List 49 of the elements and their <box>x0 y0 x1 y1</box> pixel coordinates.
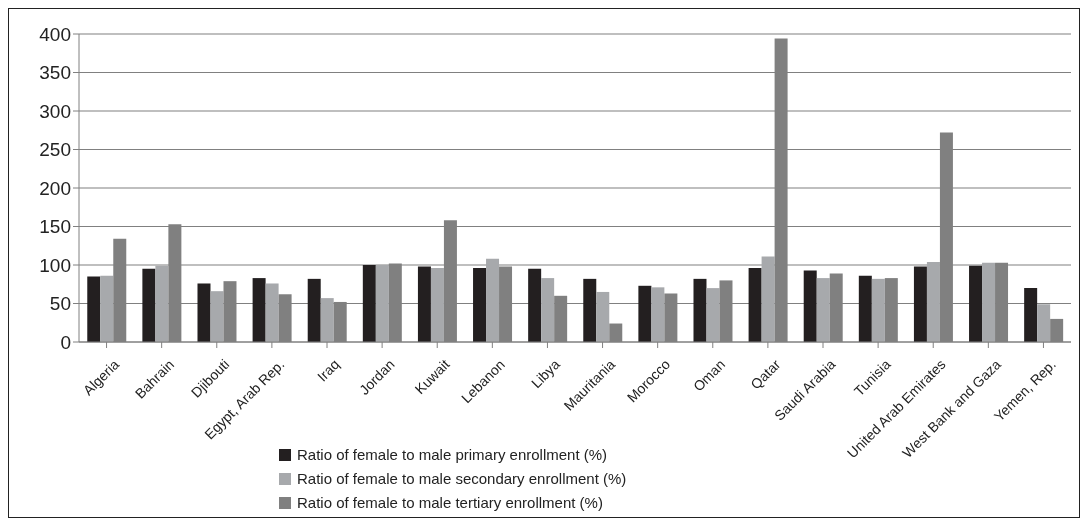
bar <box>486 258 500 342</box>
y-tick-label: 50 <box>49 293 71 315</box>
bar <box>252 278 266 342</box>
y-tick-label: 250 <box>39 139 71 161</box>
bar <box>87 276 101 342</box>
bar <box>417 266 431 342</box>
bar <box>100 275 114 342</box>
bar <box>926 261 940 342</box>
bar <box>528 268 542 342</box>
y-tick-label: 200 <box>39 177 71 199</box>
y-tick-label: 150 <box>39 216 71 238</box>
bar <box>982 262 996 342</box>
bar <box>651 287 665 342</box>
y-tick-label: 0 <box>60 331 71 353</box>
bar <box>197 283 211 342</box>
bar <box>1024 288 1038 342</box>
bar <box>803 270 817 342</box>
bar <box>871 278 885 342</box>
y-tick-label: 350 <box>39 62 71 84</box>
bar <box>265 283 279 342</box>
bar <box>155 265 169 342</box>
legend-label: Ratio of female to male secondary enrollment (%) <box>297 469 627 489</box>
bar <box>142 268 156 342</box>
bar <box>596 291 610 342</box>
bar <box>1037 304 1051 342</box>
bar <box>858 275 872 342</box>
y-tick-label: 100 <box>39 254 71 276</box>
x-tick-label: Iraq <box>314 356 343 385</box>
y-tick-label: 300 <box>39 100 71 122</box>
bar <box>541 278 555 342</box>
bar <box>748 268 762 342</box>
bar <box>583 278 597 342</box>
legend-label: Ratio of female to male primary enrollment (%) <box>297 445 608 465</box>
bar <box>320 298 334 342</box>
bar <box>307 278 321 342</box>
bar <box>913 266 927 342</box>
bar <box>210 291 224 342</box>
legend-label: Ratio of female to male tertiary enrollment (%) <box>297 493 603 513</box>
bar <box>816 278 830 342</box>
bar <box>375 265 389 342</box>
bar <box>761 256 775 342</box>
bar <box>693 278 707 342</box>
bar <box>430 268 444 342</box>
bar <box>473 268 487 342</box>
bar <box>362 265 376 342</box>
bar <box>706 288 720 342</box>
bar <box>638 285 652 342</box>
y-tick-label: 400 <box>39 23 71 45</box>
bar <box>969 265 983 342</box>
